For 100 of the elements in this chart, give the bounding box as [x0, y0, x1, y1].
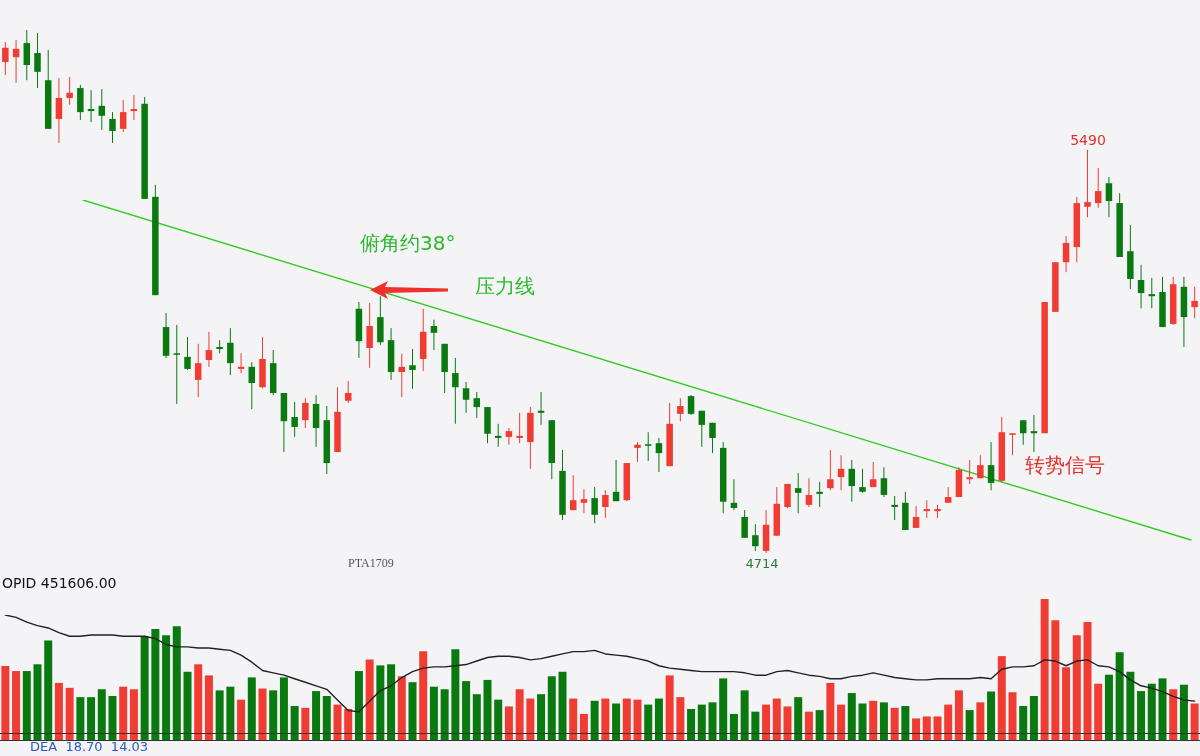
candlestick — [409, 348, 416, 390]
candlestick — [1019, 419, 1027, 446]
candlestick — [462, 381, 470, 414]
bar — [387, 664, 396, 740]
bar — [1147, 683, 1156, 740]
candlestick — [891, 495, 898, 521]
candlestick — [291, 401, 298, 438]
candlestick — [452, 357, 459, 425]
bar — [912, 718, 921, 740]
bar — [1094, 683, 1103, 740]
bar — [12, 671, 21, 740]
bar — [397, 676, 406, 740]
bar — [762, 704, 771, 740]
candlestick — [859, 468, 866, 494]
text: OPID 451606.00 — [2, 575, 117, 591]
bar — [1158, 678, 1167, 740]
candlestick — [966, 459, 973, 485]
bar — [108, 696, 117, 740]
bar — [494, 699, 503, 740]
bar — [1019, 706, 1028, 740]
candlestick — [34, 32, 41, 89]
bar — [1051, 620, 1060, 740]
candlestick — [987, 441, 995, 491]
bar — [1072, 635, 1081, 740]
bar — [858, 703, 867, 740]
bar — [654, 698, 663, 740]
bar — [33, 664, 42, 740]
bar — [129, 689, 138, 740]
bar — [1104, 674, 1113, 740]
bar — [558, 671, 567, 740]
bar — [419, 651, 428, 740]
bar — [162, 635, 171, 740]
bar — [1, 666, 10, 740]
annotation: 俯角约38° — [360, 231, 456, 255]
bar — [440, 689, 449, 740]
candlestick — [1105, 176, 1113, 218]
annotation: DEA 18.70 14.03 — [30, 738, 149, 754]
bar — [890, 707, 899, 740]
bar — [772, 698, 781, 740]
bar — [933, 716, 942, 740]
bar — [151, 628, 160, 740]
bar — [376, 665, 385, 740]
candlestick — [366, 302, 373, 369]
candlestick — [602, 489, 609, 519]
bar — [826, 682, 835, 740]
bar — [612, 703, 621, 740]
bar — [590, 700, 599, 740]
bar — [997, 656, 1006, 740]
candlestick — [752, 523, 759, 552]
bar — [847, 693, 856, 740]
bar — [783, 706, 792, 740]
candlestick — [184, 336, 191, 371]
bar — [258, 688, 267, 740]
bar — [1190, 703, 1199, 740]
bar — [633, 699, 642, 740]
bar — [697, 704, 706, 740]
candlestick — [569, 474, 577, 511]
annotation: 转势信号 — [1025, 453, 1105, 477]
candlestick — [473, 391, 481, 419]
candlestick — [794, 472, 802, 514]
bar — [22, 671, 31, 740]
candlestick — [2, 41, 9, 76]
bar — [462, 681, 471, 740]
bar — [794, 697, 803, 740]
bar — [333, 704, 342, 740]
candlestick — [516, 412, 523, 444]
bar — [965, 710, 974, 740]
candlestick — [55, 77, 63, 144]
bar — [1083, 622, 1092, 740]
candlestick — [98, 88, 106, 131]
bar — [944, 704, 953, 740]
candlestick — [1084, 149, 1091, 218]
candlestick — [880, 466, 888, 498]
bar — [312, 691, 321, 740]
bar — [183, 671, 192, 740]
text: 4714 — [745, 555, 779, 571]
candlestick — [66, 76, 73, 106]
bar — [729, 713, 738, 740]
bar — [1179, 684, 1188, 740]
bar — [408, 682, 417, 740]
bar — [869, 700, 878, 740]
bar — [97, 689, 106, 740]
candlestick — [805, 477, 813, 508]
candlestick — [23, 29, 31, 81]
candlestick — [302, 397, 309, 429]
candlestick — [912, 505, 920, 529]
candlestick — [591, 486, 598, 524]
text: PTA1709 — [348, 556, 394, 570]
bar — [537, 694, 546, 740]
bar — [815, 710, 824, 740]
bar — [719, 678, 728, 740]
candlestick — [827, 449, 834, 491]
bar — [1040, 599, 1049, 740]
bar — [504, 706, 513, 740]
bar — [1169, 689, 1178, 740]
candlestick — [687, 394, 695, 416]
bar — [429, 686, 438, 740]
bar — [708, 702, 717, 740]
bar — [622, 698, 631, 740]
bar — [901, 706, 910, 740]
